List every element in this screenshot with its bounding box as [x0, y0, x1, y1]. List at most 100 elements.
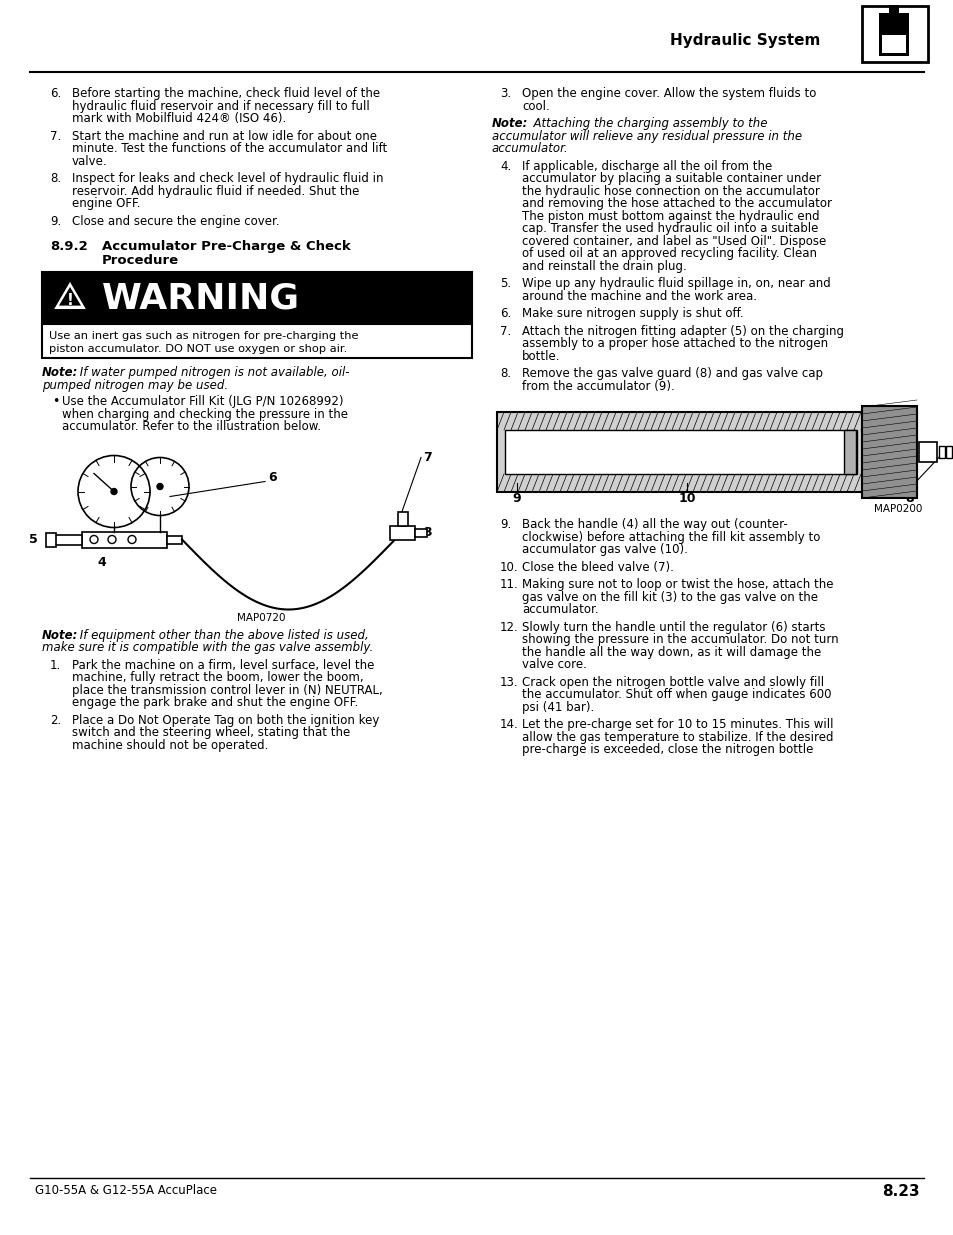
Text: 14.: 14.	[499, 718, 518, 731]
Text: WARNING: WARNING	[102, 282, 299, 315]
Text: covered container, and label as "Used Oil". Dispose: covered container, and label as "Used Oi…	[521, 235, 825, 247]
Text: engage the park brake and shut the engine OFF.: engage the park brake and shut the engin…	[71, 697, 358, 709]
Text: minute. Test the functions of the accumulator and lift: minute. Test the functions of the accumu…	[71, 142, 387, 156]
Text: accumulator.: accumulator.	[521, 603, 598, 616]
Text: accumulator.: accumulator.	[492, 142, 568, 156]
Text: psi (41 bar).: psi (41 bar).	[521, 700, 594, 714]
Text: 10.: 10.	[499, 561, 518, 573]
Text: Inspect for leaks and check level of hydraulic fluid in: Inspect for leaks and check level of hyd…	[71, 172, 383, 185]
FancyBboxPatch shape	[952, 446, 953, 458]
Text: Accumulator Pre-Charge & Check: Accumulator Pre-Charge & Check	[102, 240, 351, 253]
Text: 2.: 2.	[50, 714, 61, 726]
Text: Note:: Note:	[42, 366, 78, 379]
Text: 9: 9	[512, 492, 520, 505]
Text: Close and secure the engine cover.: Close and secure the engine cover.	[71, 215, 279, 227]
Circle shape	[157, 483, 163, 489]
FancyBboxPatch shape	[882, 32, 905, 53]
Text: 13.: 13.	[499, 676, 518, 688]
Text: make sure it is compatible with the gas valve assembly.: make sure it is compatible with the gas …	[42, 641, 373, 655]
Text: Place a Do Not Operate Tag on both the ignition key: Place a Do Not Operate Tag on both the i…	[71, 714, 379, 726]
Text: 8.: 8.	[499, 367, 511, 380]
Text: of used oil at an approved recycling facility. Clean: of used oil at an approved recycling fac…	[521, 247, 816, 261]
Text: machine should not be operated.: machine should not be operated.	[71, 739, 268, 752]
Text: machine, fully retract the boom, lower the boom,: machine, fully retract the boom, lower t…	[71, 671, 363, 684]
Text: gas valve on the fill kit (3) to the gas valve on the: gas valve on the fill kit (3) to the gas…	[521, 590, 817, 604]
Text: from the accumulator (9).: from the accumulator (9).	[521, 379, 674, 393]
Text: Open the engine cover. Allow the system fluids to: Open the engine cover. Allow the system …	[521, 86, 816, 100]
Text: valve.: valve.	[71, 154, 108, 168]
FancyBboxPatch shape	[82, 531, 167, 547]
Text: accumulator by placing a suitable container under: accumulator by placing a suitable contai…	[521, 172, 821, 185]
Text: Before starting the machine, check fluid level of the: Before starting the machine, check fluid…	[71, 86, 379, 100]
Text: The piston must bottom against the hydraulic end: The piston must bottom against the hydra…	[521, 210, 819, 222]
Text: 12.: 12.	[499, 620, 518, 634]
Text: Wipe up any hydraulic fluid spillage in, on, near and: Wipe up any hydraulic fluid spillage in,…	[521, 277, 830, 290]
Text: 6.: 6.	[50, 86, 61, 100]
Text: G10-55A & G12-55A AccuPlace: G10-55A & G12-55A AccuPlace	[35, 1184, 216, 1198]
Text: Slowly turn the handle until the regulator (6) starts: Slowly turn the handle until the regulat…	[521, 620, 824, 634]
Text: 5.: 5.	[499, 277, 511, 290]
Text: Park the machine on a firm, level surface, level the: Park the machine on a firm, level surfac…	[71, 658, 374, 672]
FancyBboxPatch shape	[882, 27, 905, 35]
Text: mark with Mobilfluid 424® (ISO 46).: mark with Mobilfluid 424® (ISO 46).	[71, 112, 286, 125]
Text: clockwise) before attaching the fill kit assembly to: clockwise) before attaching the fill kit…	[521, 531, 820, 543]
FancyBboxPatch shape	[167, 536, 182, 543]
Text: If equipment other than the above listed is used,: If equipment other than the above listed…	[76, 629, 369, 641]
Text: 4.: 4.	[499, 159, 511, 173]
FancyBboxPatch shape	[938, 446, 944, 458]
Text: Remove the gas valve guard (8) and gas valve cap: Remove the gas valve guard (8) and gas v…	[521, 367, 822, 380]
FancyBboxPatch shape	[497, 412, 916, 492]
Text: 7: 7	[422, 451, 432, 464]
Text: 8.9.2: 8.9.2	[50, 240, 88, 253]
Text: 7.: 7.	[499, 325, 511, 337]
Text: 9.: 9.	[50, 215, 61, 227]
FancyBboxPatch shape	[415, 529, 427, 536]
Text: 7.: 7.	[50, 130, 61, 142]
Text: 3.: 3.	[499, 86, 511, 100]
Polygon shape	[56, 284, 84, 308]
FancyBboxPatch shape	[46, 532, 56, 547]
Text: when charging and checking the pressure in the: when charging and checking the pressure …	[62, 408, 348, 420]
Text: Start the machine and run at low idle for about one: Start the machine and run at low idle fo…	[71, 130, 376, 142]
Text: MAP0720: MAP0720	[236, 613, 285, 622]
Text: MAP0200: MAP0200	[873, 504, 921, 514]
Text: Note:: Note:	[42, 629, 78, 641]
Text: 11.: 11.	[499, 578, 518, 592]
Text: 6: 6	[268, 471, 276, 484]
FancyBboxPatch shape	[397, 511, 408, 526]
Text: accumulator will relieve any residual pressure in the: accumulator will relieve any residual pr…	[492, 130, 801, 142]
FancyBboxPatch shape	[878, 14, 908, 56]
Circle shape	[111, 489, 117, 494]
Text: Make sure nitrogen supply is shut off.: Make sure nitrogen supply is shut off.	[521, 308, 742, 320]
Text: 1.: 1.	[50, 658, 61, 672]
Text: switch and the steering wheel, stating that the: switch and the steering wheel, stating t…	[71, 726, 350, 739]
Text: Making sure not to loop or twist the hose, attach the: Making sure not to loop or twist the hos…	[521, 578, 833, 592]
Text: assembly to a proper hose attached to the nitrogen: assembly to a proper hose attached to th…	[521, 337, 827, 350]
Text: allow the gas temperature to stabilize. If the desired: allow the gas temperature to stabilize. …	[521, 730, 833, 743]
Text: valve core.: valve core.	[521, 658, 586, 671]
Text: •: •	[52, 395, 59, 408]
Text: 5: 5	[30, 534, 38, 546]
FancyBboxPatch shape	[918, 442, 936, 462]
Text: place the transmission control lever in (N) NEUTRAL,: place the transmission control lever in …	[71, 683, 382, 697]
FancyBboxPatch shape	[862, 6, 927, 62]
Text: showing the pressure in the accumulator. Do not turn: showing the pressure in the accumulator.…	[521, 634, 838, 646]
Text: Procedure: Procedure	[102, 254, 179, 267]
Text: 10: 10	[678, 492, 695, 505]
Text: If applicable, discharge all the oil from the: If applicable, discharge all the oil fro…	[521, 159, 771, 173]
Text: 9.: 9.	[499, 517, 511, 531]
Text: the handle all the way down, as it will damage the: the handle all the way down, as it will …	[521, 646, 821, 658]
Text: Attaching the charging assembly to the: Attaching the charging assembly to the	[525, 117, 767, 130]
Text: engine OFF.: engine OFF.	[71, 198, 140, 210]
FancyBboxPatch shape	[862, 406, 916, 498]
Polygon shape	[59, 287, 81, 305]
Text: Use an inert gas such as nitrogen for pre-charging the: Use an inert gas such as nitrogen for pr…	[49, 331, 358, 341]
FancyBboxPatch shape	[843, 430, 855, 474]
Text: Hydraulic System: Hydraulic System	[669, 32, 820, 47]
Text: Use the Accumulator Fill Kit (JLG P/N 10268992): Use the Accumulator Fill Kit (JLG P/N 10…	[62, 395, 343, 408]
FancyBboxPatch shape	[42, 324, 472, 358]
FancyBboxPatch shape	[390, 526, 415, 540]
Text: cap. Transfer the used hydraulic oil into a suitable: cap. Transfer the used hydraulic oil int…	[521, 222, 818, 235]
Text: pumped nitrogen may be used.: pumped nitrogen may be used.	[42, 378, 228, 391]
Text: the accumulator. Shut off when gauge indicates 600: the accumulator. Shut off when gauge ind…	[521, 688, 831, 701]
